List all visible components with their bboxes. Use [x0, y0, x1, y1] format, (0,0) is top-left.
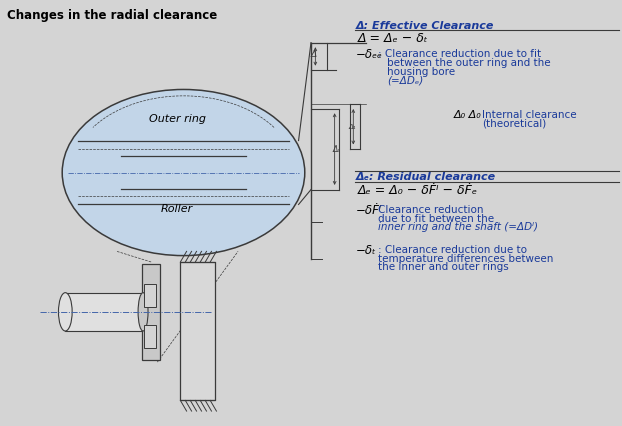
Circle shape [62, 89, 305, 256]
Bar [142, 264, 160, 360]
Text: Changes in the radial clearance: Changes in the radial clearance [7, 9, 218, 23]
Text: Δ₀ Δ₀: Δ₀ Δ₀ [454, 110, 482, 120]
Text: (theoretical): (theoretical) [482, 118, 546, 129]
Bar [65, 293, 143, 331]
Text: Roller: Roller [161, 204, 193, 214]
Bar [144, 284, 156, 307]
Text: Δ = Δₑ − δₜ: Δ = Δₑ − δₜ [358, 32, 429, 45]
Text: inner ring and the shaft (=ΔDᴵ): inner ring and the shaft (=ΔDᴵ) [378, 222, 538, 232]
Text: Δ: Δ [310, 50, 317, 59]
Text: Δₑ: Residual clearance: Δₑ: Residual clearance [356, 172, 496, 182]
Text: housing bore: housing bore [387, 66, 455, 77]
Text: Clearance reduction: Clearance reduction [378, 205, 484, 215]
Text: Δ: Effective Clearance: Δ: Effective Clearance [356, 20, 494, 31]
Bar [180, 262, 215, 400]
Text: −δḞᴵ: −δḞᴵ [356, 204, 382, 216]
Text: (=ΔDₑ): (=ΔDₑ) [387, 75, 423, 85]
Ellipse shape [58, 293, 72, 331]
Text: Internal clearance: Internal clearance [482, 110, 577, 120]
Text: Δₑ = Δ₀ − δḞᴵ − δḞₑ: Δₑ = Δ₀ − δḞᴵ − δḞₑ [358, 184, 478, 197]
Text: temperature differences between: temperature differences between [378, 253, 554, 264]
Text: −δₜ: −δₜ [356, 244, 376, 256]
Text: the inner and outer rings: the inner and outer rings [378, 262, 509, 272]
Text: −δₑₑ: −δₑₑ [356, 48, 383, 60]
Text: Outer ring: Outer ring [149, 114, 206, 124]
Text: Δ₁: Δ₁ [348, 124, 356, 130]
Bar [144, 325, 156, 348]
Text: : Clearance reduction due to fit: : Clearance reduction due to fit [378, 49, 541, 59]
Text: between the outer ring and the: between the outer ring and the [387, 58, 550, 68]
Ellipse shape [138, 293, 148, 331]
Text: Δₑ: Δₑ [333, 144, 341, 154]
Text: due to fit between the: due to fit between the [378, 213, 494, 224]
Text: : Clearance reduction due to: : Clearance reduction due to [378, 245, 527, 255]
